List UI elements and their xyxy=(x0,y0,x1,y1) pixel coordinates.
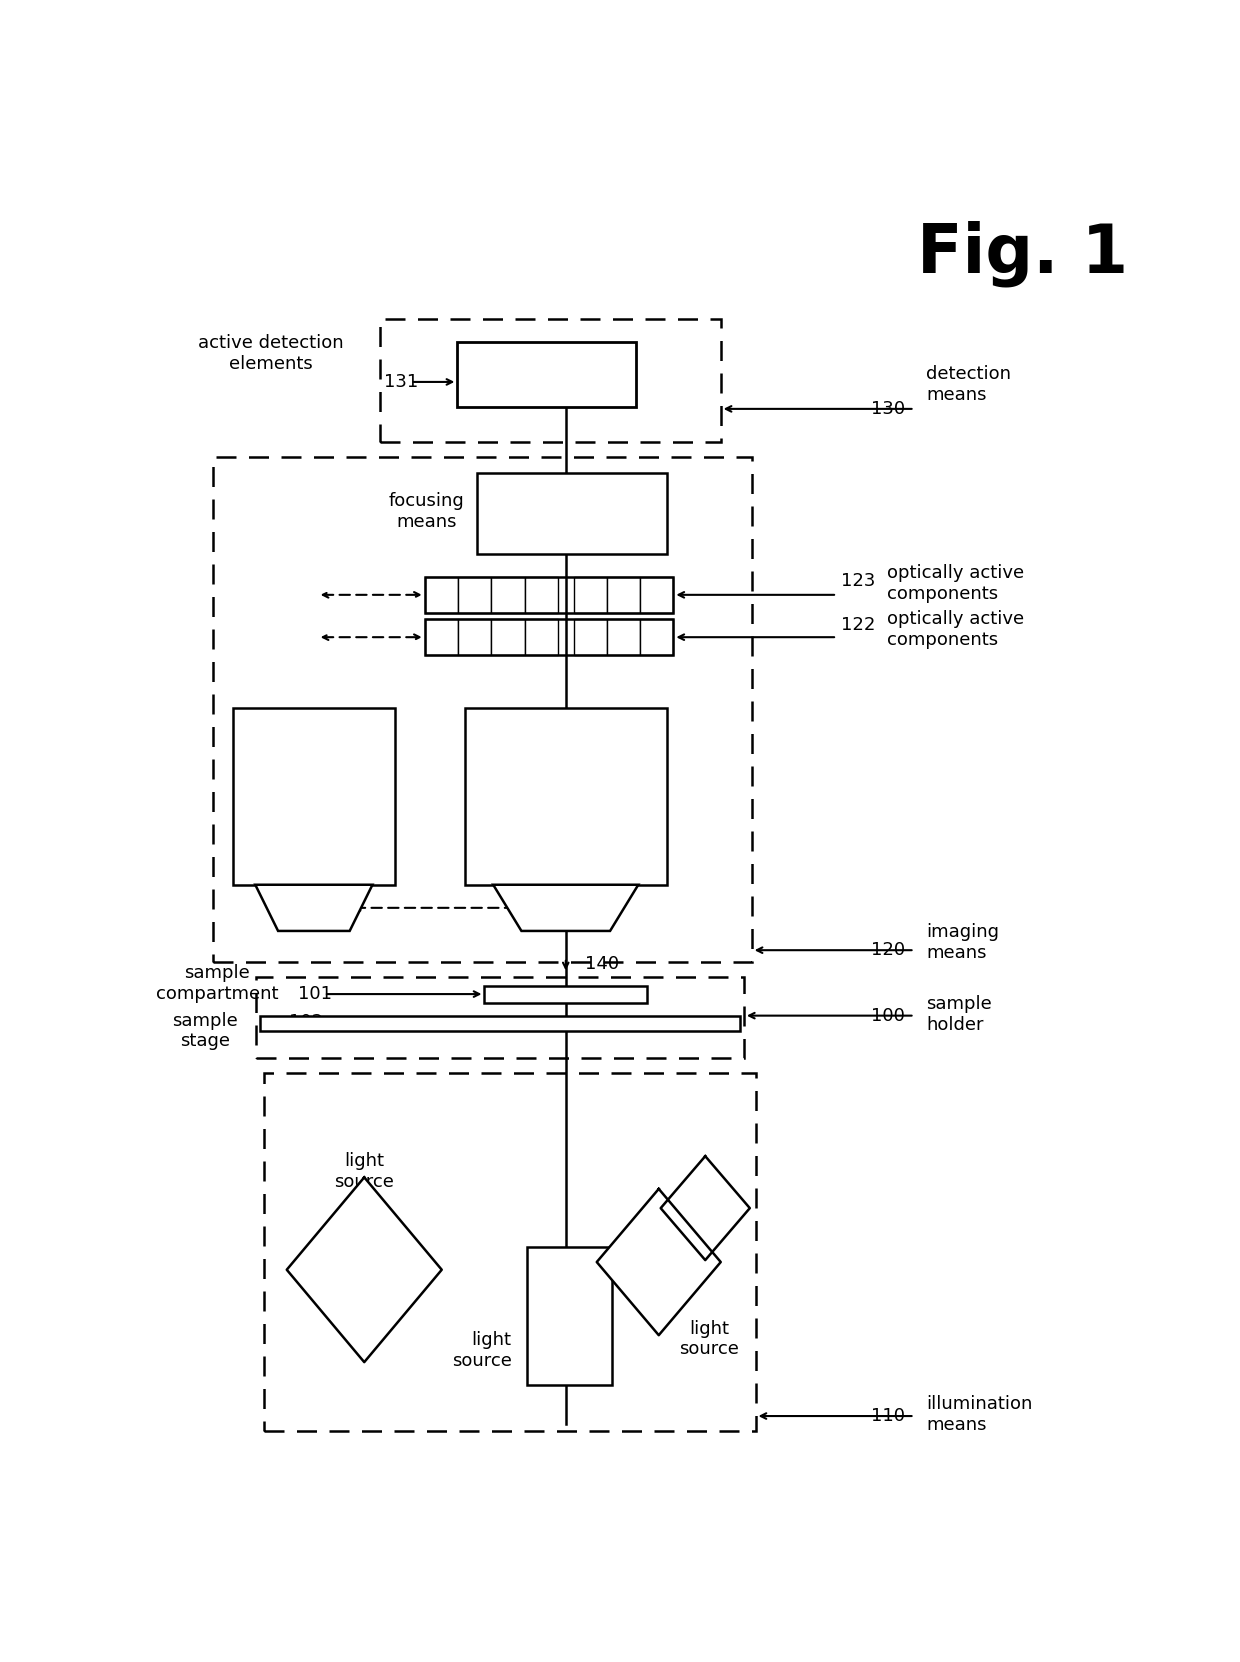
Text: light
source: light source xyxy=(451,1331,511,1369)
Text: 121b: 121b xyxy=(242,725,295,745)
Text: sample
holder: sample holder xyxy=(926,994,992,1034)
Polygon shape xyxy=(255,884,372,931)
Text: 110: 110 xyxy=(872,1408,905,1424)
Text: Xi: Xi xyxy=(534,588,548,602)
Polygon shape xyxy=(494,884,639,931)
Bar xyxy=(213,457,751,962)
Text: illumination
means: illumination means xyxy=(926,1394,1033,1434)
Bar xyxy=(640,577,673,613)
Text: 102: 102 xyxy=(289,1012,324,1030)
Bar xyxy=(465,708,667,884)
Text: Yi: Yi xyxy=(536,630,547,645)
Text: sample
compartment: sample compartment xyxy=(156,964,278,1002)
Bar xyxy=(606,618,640,655)
Text: 123: 123 xyxy=(841,572,875,590)
Polygon shape xyxy=(286,1177,441,1363)
Bar xyxy=(527,1246,613,1384)
Text: Yi: Yi xyxy=(651,630,663,645)
Text: collection
objectives: collection objectives xyxy=(268,796,360,834)
Bar xyxy=(458,342,635,407)
Bar xyxy=(424,618,673,655)
Text: Xi: Xi xyxy=(467,588,481,602)
Text: 101: 101 xyxy=(299,986,332,1004)
Bar xyxy=(476,472,667,553)
Text: 112b: 112b xyxy=(621,1251,673,1271)
Text: light
source: light source xyxy=(335,1152,394,1190)
Text: Fig. 1: Fig. 1 xyxy=(918,219,1128,286)
Text: Yi: Yi xyxy=(584,630,596,645)
Text: optically active
components: optically active components xyxy=(888,563,1024,603)
Bar xyxy=(491,577,525,613)
Polygon shape xyxy=(661,1157,750,1260)
Text: Yi: Yi xyxy=(502,630,515,645)
Text: Yi: Yi xyxy=(435,630,448,645)
Bar xyxy=(379,319,720,442)
Bar xyxy=(424,577,673,613)
Bar xyxy=(458,618,491,655)
Text: Xi: Xi xyxy=(435,588,448,602)
Text: Yi: Yi xyxy=(469,630,481,645)
Text: 112a: 112a xyxy=(336,1260,392,1280)
Bar xyxy=(525,618,558,655)
Text: 140: 140 xyxy=(585,956,619,972)
Text: Xi: Xi xyxy=(616,588,630,602)
Text: collection
objectives: collection objectives xyxy=(520,796,611,834)
Bar xyxy=(233,708,396,884)
Text: 131: 131 xyxy=(383,372,418,391)
Text: active detection
elements: active detection elements xyxy=(198,334,343,372)
Bar xyxy=(259,1015,740,1030)
Text: Xi: Xi xyxy=(501,588,515,602)
Text: detection
means: detection means xyxy=(926,366,1011,404)
Text: light
source: light source xyxy=(680,1320,739,1358)
Bar xyxy=(424,577,458,613)
Bar xyxy=(458,577,491,613)
Text: 122: 122 xyxy=(841,617,875,635)
Text: imaging
means: imaging means xyxy=(926,922,999,962)
Bar xyxy=(640,618,673,655)
Bar xyxy=(573,618,606,655)
Bar xyxy=(525,577,558,613)
Text: 124: 124 xyxy=(552,505,595,525)
Text: Xi: Xi xyxy=(650,588,663,602)
Bar xyxy=(485,986,647,1002)
Text: 130: 130 xyxy=(870,401,905,417)
Text: 111: 111 xyxy=(548,1306,590,1326)
Text: 120: 120 xyxy=(870,941,905,959)
Text: optically active
components: optically active components xyxy=(888,610,1024,648)
Text: Xi: Xi xyxy=(584,588,596,602)
Text: focusing
means: focusing means xyxy=(388,492,464,530)
Bar xyxy=(263,1074,755,1431)
Bar xyxy=(491,618,525,655)
Bar xyxy=(573,577,606,613)
Text: 121a: 121a xyxy=(474,725,527,745)
Polygon shape xyxy=(596,1188,720,1335)
Text: 100: 100 xyxy=(872,1007,905,1025)
Text: sample
stage: sample stage xyxy=(172,1012,238,1050)
Bar xyxy=(255,977,744,1059)
Text: Yi: Yi xyxy=(618,630,630,645)
Bar xyxy=(606,577,640,613)
Bar xyxy=(424,618,458,655)
